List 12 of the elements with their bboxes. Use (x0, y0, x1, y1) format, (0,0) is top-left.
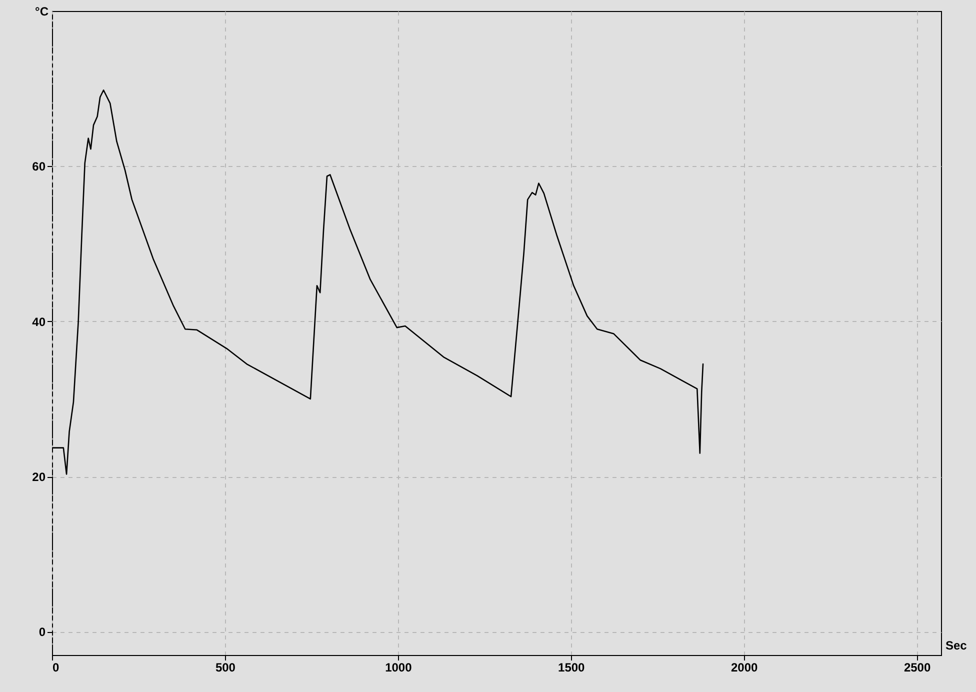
y-tick-label: 60 (32, 160, 46, 174)
y-tick-label: 20 (32, 470, 46, 484)
y-tick-label: 0 (38, 625, 46, 640)
x-tick-label: 0 (52, 660, 60, 674)
x-tick-label: 500 (215, 660, 236, 674)
x-tick-label: 1000 (385, 660, 412, 674)
x-tick-label: 2500 (904, 660, 931, 674)
y-tick-label: 40 (32, 314, 46, 329)
y-axis-title: °C (35, 4, 49, 18)
x-tick-label: 1500 (558, 660, 586, 674)
x-tick-label: 2000 (730, 660, 758, 674)
x-axis-title: Sec (946, 638, 968, 652)
